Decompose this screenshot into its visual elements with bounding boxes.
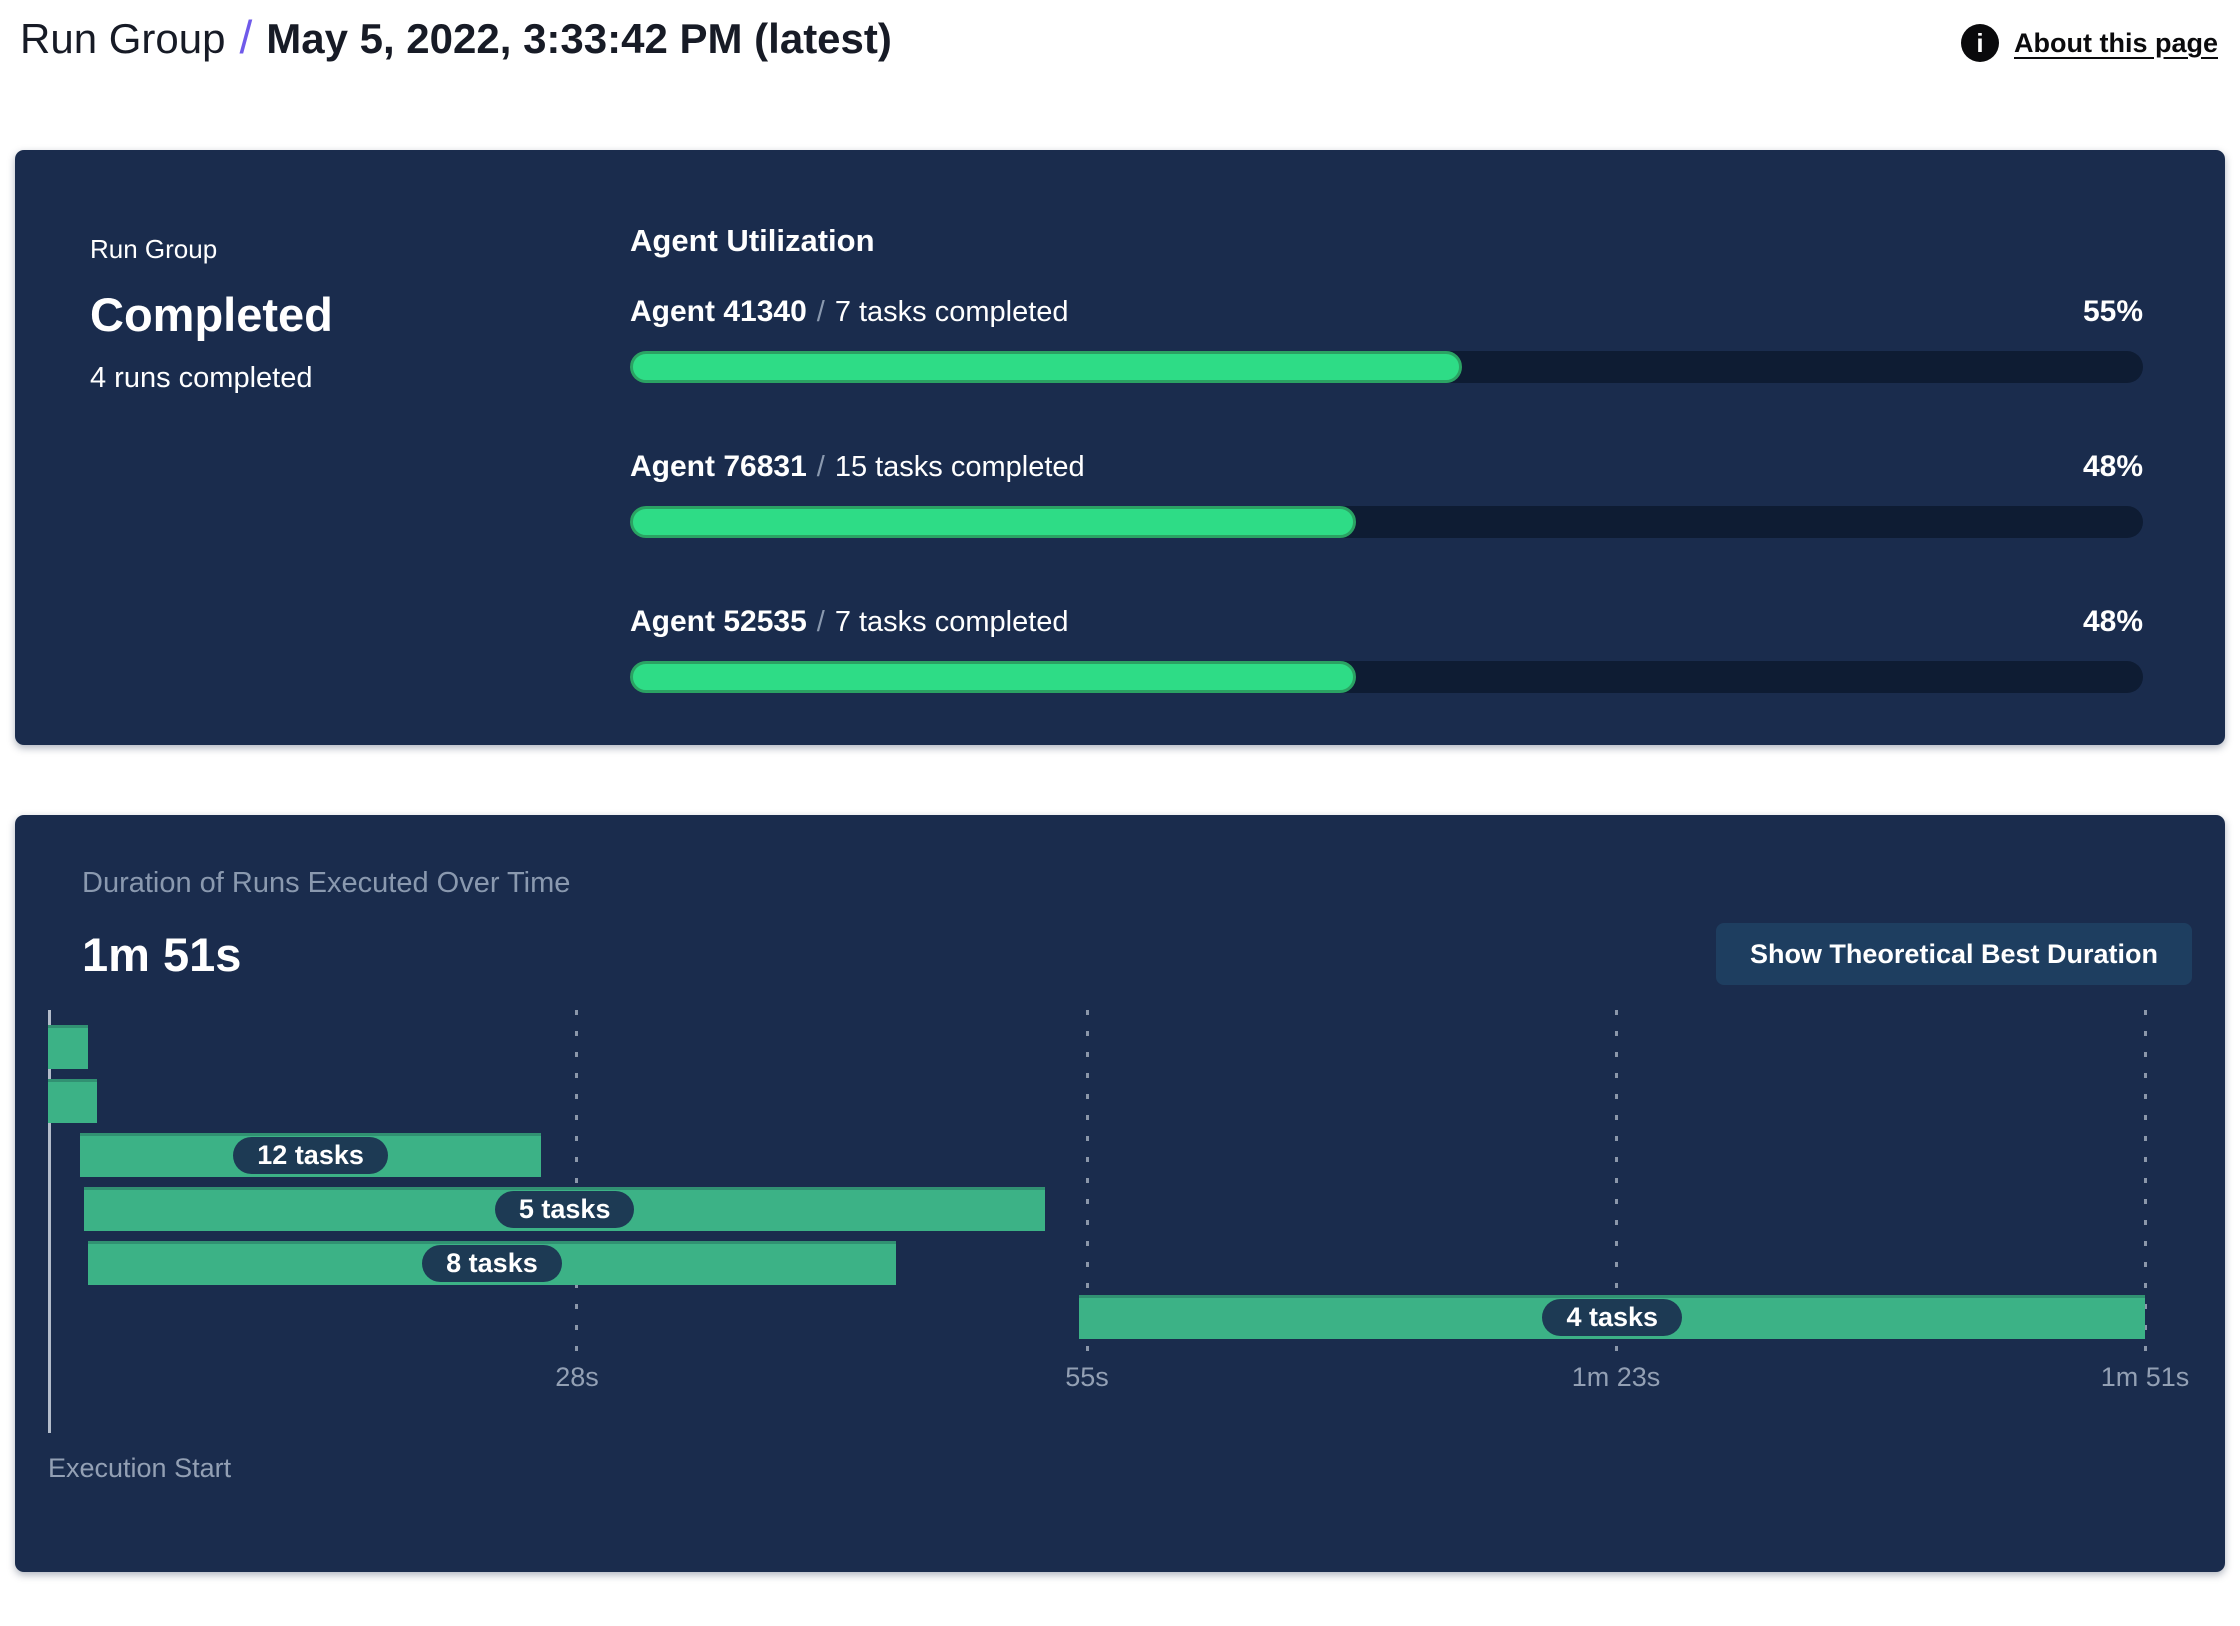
gantt-run-bar[interactable] [48, 1079, 98, 1123]
agent-separator: / [816, 606, 825, 638]
y-axis-line [48, 1010, 51, 1433]
gantt-run-bar-label: 4 tasks [1542, 1298, 1683, 1336]
breadcrumb-separator: / [239, 11, 253, 63]
agent-utilization-percent: 48% [2082, 605, 2143, 638]
agent-utilization-percent: 55% [2082, 295, 2143, 328]
x-axis-tick-label: 1m 23s [1571, 1362, 1661, 1392]
gantt-run-bar-label: 5 tasks [494, 1190, 635, 1228]
agent-separator: / [816, 451, 825, 483]
agent-row-header: Agent 41340 / 7 tasks completed 55% [630, 294, 2143, 335]
about-this-page[interactable]: i About this page [1961, 24, 2218, 62]
x-gridline [1614, 1010, 1618, 1358]
gantt-run-bar[interactable]: 8 tasks [87, 1241, 897, 1285]
gantt-run-bar-label: 8 tasks [422, 1244, 562, 1282]
info-icon[interactable]: i [1961, 24, 1999, 62]
duration-chart-subtitle: Duration of Runs Executed Over Time [82, 867, 571, 899]
about-this-page-link[interactable]: About this page [2014, 27, 2218, 58]
duration-chart-panel: Duration of Runs Executed Over Time 1m 5… [15, 815, 2225, 1572]
page-header: Run Group / May 5, 2022, 3:33:42 PM (lat… [0, 0, 2240, 100]
agent-separator: / [816, 296, 825, 328]
utilization-bar-track [630, 661, 2143, 693]
run-duration-gantt-chart: 28s 55s 1m 23s 1m 51s 12 tasks 5 tasks 8 tasks… [48, 1010, 2189, 1480]
x-gridline [575, 1010, 579, 1358]
agent-utilization-percent: 48% [2082, 450, 2143, 483]
x-axis-tick-label: 1m 51s [2100, 1362, 2190, 1392]
utilization-bar-fill [630, 351, 1463, 383]
utilization-bar-track [630, 351, 2143, 383]
x-axis-tick-label: 28s [555, 1362, 599, 1392]
execution-start-label: Execution Start [48, 1453, 232, 1483]
agent-tasks-completed: 7 tasks completed [834, 296, 1069, 328]
info-icon-glyph: i [1976, 27, 1984, 58]
run-group-stats: Run Group Completed 4 runs completed [90, 234, 333, 395]
agent-tasks-completed: 15 tasks completed [834, 451, 1085, 483]
gantt-run-bar[interactable]: 5 tasks [83, 1187, 1046, 1231]
run-group-status: Completed [90, 288, 333, 341]
agent-row-header: Agent 52535 / 7 tasks completed 48% [630, 604, 2143, 645]
agent-name: Agent 52535 [630, 605, 807, 638]
show-theoretical-best-duration-button[interactable]: Show Theoretical Best Duration [1715, 923, 2192, 985]
utilization-bar-fill [630, 661, 1357, 693]
agent-utilization-row: Agent 41340 / 7 tasks completed 55% [630, 294, 2143, 383]
agent-row-label: Agent 52535 / 7 tasks completed [630, 604, 1069, 645]
agent-name: Agent 76831 [630, 450, 807, 483]
x-gridline [1085, 1010, 1089, 1358]
runs-completed-count: 4 runs completed [90, 362, 313, 394]
gantt-run-bar[interactable]: 12 tasks [80, 1133, 542, 1177]
gantt-run-bar[interactable] [48, 1025, 88, 1069]
agent-row-header: Agent 76831 / 15 tasks completed 48% [630, 449, 2143, 490]
run-group-summary-panel: Run Group Completed 4 runs completed Age… [15, 150, 2225, 745]
run-group-eyebrow: Run Group [90, 234, 218, 264]
breadcrumb-run-group-link[interactable]: Run Group [20, 15, 226, 62]
agent-name: Agent 41340 [630, 295, 807, 328]
agent-utilization-section: Agent Utilization Agent 41340 / 7 tasks co… [630, 222, 2143, 693]
agent-utilization-row: Agent 52535 / 7 tasks completed 48% [630, 604, 2143, 693]
agent-utilization-row: Agent 76831 / 15 tasks completed 48% [630, 449, 2143, 538]
x-gridline [2143, 1010, 2147, 1358]
agent-tasks-completed: 7 tasks completed [834, 606, 1069, 638]
breadcrumb: Run Group / May 5, 2022, 3:33:42 PM (lat… [20, 10, 892, 64]
utilization-bar-fill [630, 506, 1357, 538]
gantt-run-bar[interactable]: 4 tasks [1079, 1295, 2145, 1339]
agent-utilization-title: Agent Utilization [630, 223, 875, 258]
total-duration-value: 1m 51s [82, 928, 242, 981]
x-axis-tick-label: 55s [1065, 1362, 1109, 1392]
page-title: May 5, 2022, 3:33:42 PM (latest) [266, 15, 892, 62]
gantt-run-bar-label: 12 tasks [233, 1136, 388, 1174]
agent-row-label: Agent 76831 / 15 tasks completed [630, 449, 1085, 490]
utilization-bar-track [630, 506, 2143, 538]
agent-row-label: Agent 41340 / 7 tasks completed [630, 294, 1069, 335]
